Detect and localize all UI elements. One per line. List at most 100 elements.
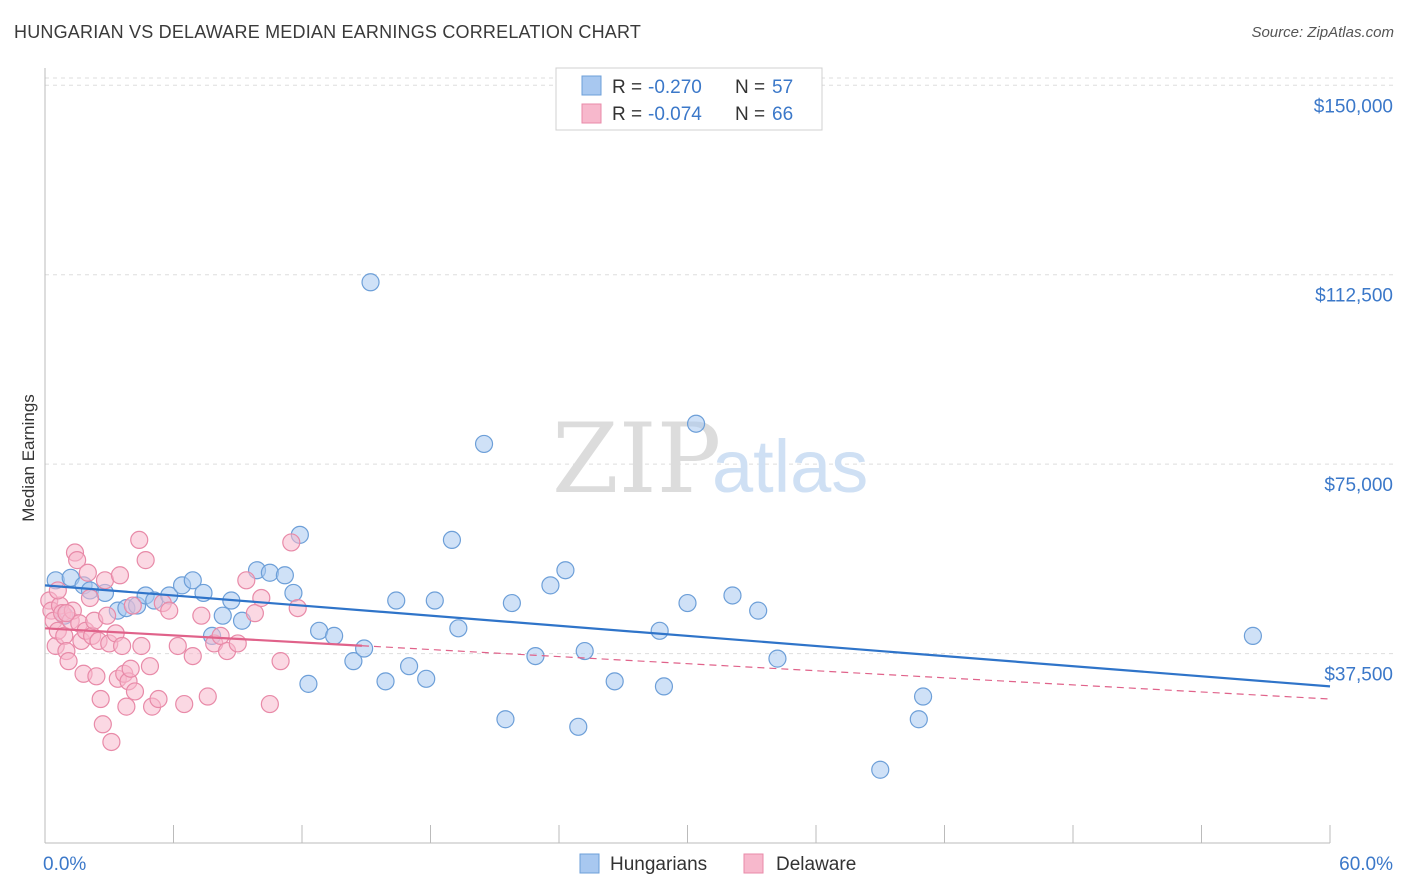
point-delaware-32 [110, 566, 130, 585]
legend-n-label-0: N = [735, 77, 765, 98]
point-delaware-61 [271, 652, 290, 671]
point-hungarians-15 [213, 606, 232, 625]
point-delaware-47 [160, 601, 179, 620]
trend-lines [44, 584, 1331, 700]
legend-r-label-0: R = [612, 77, 642, 98]
point-hungarians-53 [909, 710, 928, 729]
point-delaware-65 [57, 604, 76, 623]
legend-r-value-1: -0.074 [648, 104, 702, 125]
point-hungarians-40 [541, 576, 560, 595]
point-hungarians-34 [442, 530, 462, 550]
point-delaware-18 [78, 563, 97, 582]
point-delaware-19 [80, 588, 100, 608]
point-hungarians-54 [913, 687, 933, 706]
point-hungarians-36 [474, 434, 494, 454]
point-delaware-51 [192, 606, 211, 625]
legend-swatch-hungarians [581, 75, 602, 96]
chart-title: HUNGARIAN VS DELAWARE MEDIAN EARNINGS CO… [14, 22, 642, 42]
bottom-legend-label-hungarians: Hungarians [610, 854, 707, 875]
point-delaware-13 [68, 551, 87, 570]
point-delaware-58 [245, 604, 264, 623]
point-hungarians-45 [650, 621, 669, 640]
bottom-legend-swatch-hungarians [579, 853, 600, 874]
legend: R = -0.270 N = 57 R = -0.074 N = 66 [555, 67, 823, 131]
legend-r-value-0: -0.270 [648, 77, 702, 98]
grid-lines [45, 77, 1395, 655]
x-tick-label-0: 0.0% [43, 854, 86, 875]
point-hungarians-19 [260, 563, 279, 582]
y-tick-labels: $37,500 $75,000 $112,500 $150,000 [1314, 96, 1393, 685]
point-hungarians-21 [284, 583, 303, 603]
point-delaware-42 [136, 551, 155, 570]
point-hungarians-50 [749, 601, 768, 620]
point-delaware-33 [112, 636, 132, 656]
point-delaware-25 [93, 715, 112, 734]
point-delaware-63 [288, 598, 307, 618]
point-hungarians-26 [344, 652, 363, 671]
bottom-legend: Hungarians Delaware [579, 853, 856, 875]
point-hungarians-37 [496, 710, 515, 729]
point-delaware-40 [130, 530, 149, 550]
trendline-hungarians [44, 584, 1331, 688]
point-hungarians-39 [526, 646, 545, 666]
trendline-delaware-solid [44, 627, 363, 647]
point-hungarians-55 [1243, 626, 1263, 645]
point-hungarians-41 [556, 561, 575, 580]
point-hungarians-30 [387, 591, 406, 610]
point-hungarians-28 [361, 273, 380, 292]
point-delaware-57 [237, 571, 256, 590]
x-tick-label-1: 60.0% [1339, 854, 1393, 875]
point-delaware-54 [211, 626, 230, 645]
point-delaware-35 [117, 697, 136, 716]
point-delaware-59 [252, 588, 271, 608]
point-hungarians-48 [686, 414, 706, 433]
point-delaware-38 [123, 596, 142, 615]
y-tick-label-2: $112,500 [1315, 286, 1393, 307]
point-hungarians-46 [654, 677, 674, 696]
legend-r-label-1: R = [612, 104, 642, 125]
watermark-atlas: atlas [712, 425, 868, 508]
point-delaware-24 [91, 689, 110, 709]
point-delaware-48 [168, 636, 187, 656]
point-delaware-27 [98, 606, 117, 625]
legend-swatch-delaware [581, 103, 602, 124]
point-hungarians-12 [183, 571, 202, 590]
point-delaware-49 [175, 694, 194, 714]
point-hungarians-25 [325, 626, 344, 645]
y-tick-label-1: $75,000 [1324, 475, 1393, 496]
legend-n-value-1: 66 [772, 104, 793, 125]
point-hungarians-49 [723, 586, 742, 605]
point-hungarians-32 [417, 669, 436, 688]
point-hungarians-42 [569, 717, 588, 736]
data-points [40, 273, 1263, 779]
point-delaware-52 [198, 687, 217, 706]
point-hungarians-33 [425, 591, 444, 610]
point-delaware-50 [183, 646, 202, 666]
point-delaware-37 [121, 659, 140, 678]
point-delaware-9 [59, 652, 78, 671]
point-delaware-45 [149, 689, 168, 709]
source-credit: Source: ZipAtlas.com [1251, 24, 1394, 41]
point-delaware-43 [140, 657, 160, 676]
point-delaware-64 [48, 581, 67, 600]
bottom-legend-swatch-delaware [743, 853, 764, 874]
y-tick-label-3: $150,000 [1314, 96, 1393, 117]
legend-n-value-0: 57 [772, 77, 793, 98]
point-hungarians-35 [449, 619, 468, 638]
trendline-delaware-dashed [361, 645, 1331, 700]
point-delaware-60 [260, 694, 279, 714]
bottom-legend-label-delaware: Delaware [776, 854, 856, 875]
point-hungarians-51 [768, 649, 787, 668]
point-hungarians-44 [605, 672, 624, 691]
point-delaware-62 [282, 533, 301, 552]
point-hungarians-47 [678, 593, 697, 613]
point-hungarians-23 [299, 674, 318, 693]
point-hungarians-38 [502, 593, 521, 613]
point-delaware-41 [132, 636, 151, 656]
y-axis-label: Median Earnings [19, 394, 38, 522]
x-tick-labels: 0.0% 60.0% [43, 854, 1393, 875]
point-hungarians-52 [871, 760, 890, 779]
axes [44, 68, 1331, 844]
point-delaware-39 [125, 682, 145, 701]
